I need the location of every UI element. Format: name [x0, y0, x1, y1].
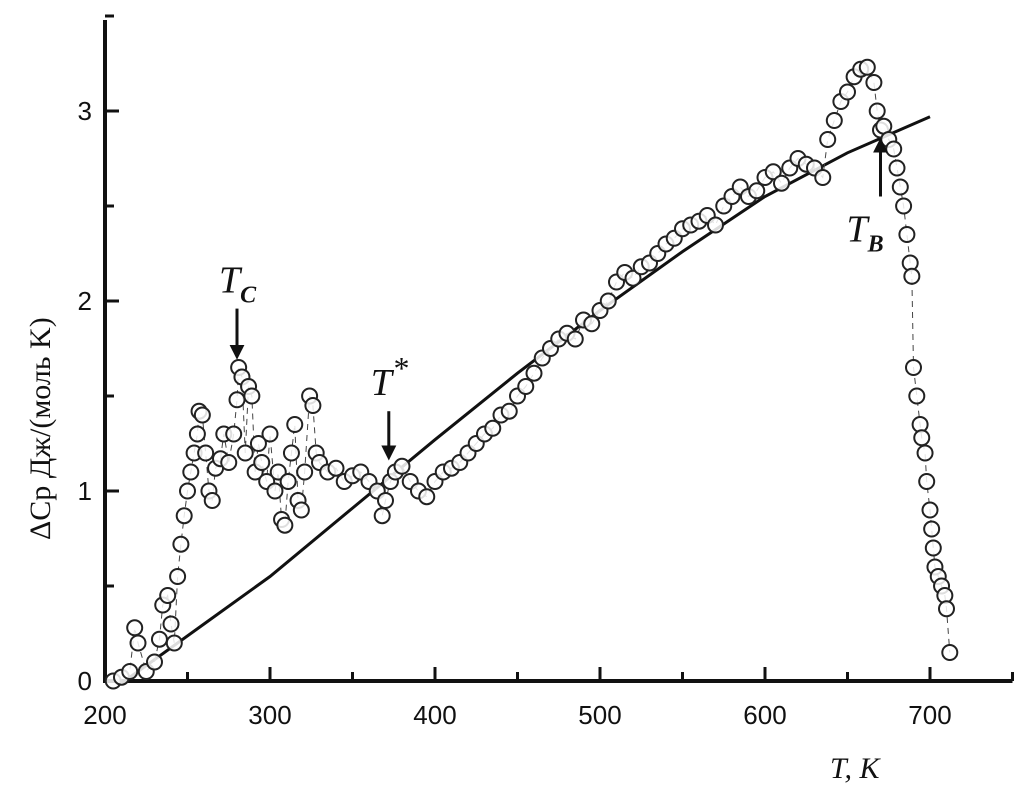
data-point — [517, 378, 535, 395]
axes: 200 300 400 500 600 700 0 1 2 3 — [78, 14, 1014, 730]
data-point — [566, 330, 584, 348]
data-point — [266, 482, 284, 500]
data-point — [918, 473, 936, 490]
data-point — [228, 391, 246, 409]
data-point — [500, 402, 518, 420]
annotation-label: TB — [847, 209, 884, 258]
data-point — [327, 459, 345, 477]
data-point — [276, 516, 294, 534]
data-point — [373, 507, 391, 525]
annotation-label: TC — [219, 260, 257, 309]
data-point — [814, 169, 832, 186]
data-point — [172, 535, 190, 553]
data-point — [924, 539, 942, 557]
data-point — [121, 663, 139, 680]
data-point — [885, 140, 903, 158]
data-point — [923, 520, 941, 538]
data-point — [393, 457, 411, 475]
y-axis-label: ΔCp Дж/(моль K) — [24, 317, 57, 540]
data-point — [220, 454, 238, 471]
data-point — [583, 315, 601, 333]
data-point — [179, 482, 196, 500]
data-point — [286, 416, 304, 433]
data-point — [941, 644, 959, 661]
data-point — [707, 216, 724, 234]
data-point — [819, 131, 837, 148]
data-point — [418, 488, 436, 506]
data-point — [624, 269, 642, 287]
data-point — [175, 507, 193, 525]
data-point — [748, 182, 766, 200]
data-point — [599, 292, 617, 310]
data-point — [764, 163, 782, 181]
data-point — [888, 159, 906, 177]
y-tick-label: 2 — [78, 286, 92, 316]
data-point — [150, 630, 168, 648]
annotation-label: T* — [371, 350, 408, 404]
data-point — [921, 501, 939, 519]
data-point — [188, 425, 206, 443]
data-point — [146, 653, 163, 671]
data-point — [261, 425, 279, 443]
data-point — [253, 454, 271, 471]
data-point — [908, 387, 926, 405]
y-tick-label: 3 — [78, 96, 92, 126]
data-point — [129, 634, 147, 652]
data-point — [225, 425, 243, 443]
data-point — [773, 174, 790, 192]
data-point — [895, 197, 913, 215]
x-tick-label: 500 — [578, 700, 621, 730]
x-tick-label: 200 — [83, 700, 126, 730]
data-point — [159, 587, 177, 604]
data-point — [825, 112, 843, 129]
data-point — [377, 492, 394, 509]
annotation-superscript: * — [392, 350, 408, 386]
y-tick-label: 1 — [78, 476, 92, 506]
data-point — [484, 419, 502, 437]
data-point — [903, 267, 921, 285]
x-tick-label: 400 — [413, 700, 456, 730]
x-axis-label: T, K — [830, 752, 881, 785]
data-point — [891, 178, 909, 196]
data-point — [165, 634, 183, 652]
y-tick-label: 0 — [78, 666, 92, 696]
data-point — [865, 74, 883, 91]
data-points — [104, 58, 959, 690]
annotation-subscript: C — [240, 283, 257, 309]
data-point — [905, 359, 922, 376]
data-point — [169, 568, 187, 585]
data-point — [279, 473, 297, 490]
data-point — [249, 435, 267, 452]
data-point — [236, 444, 254, 462]
data-point — [292, 501, 310, 519]
data-point — [203, 492, 221, 509]
data-point — [296, 463, 314, 481]
annotation-subscript: B — [867, 232, 884, 258]
data-point — [868, 102, 886, 120]
x-tick-label: 700 — [908, 700, 951, 730]
x-tick-label: 300 — [248, 700, 291, 730]
data-point — [898, 226, 916, 243]
data-point — [913, 429, 931, 447]
data-point — [858, 58, 876, 76]
data-point — [839, 83, 856, 101]
data-point — [182, 463, 200, 481]
data-point — [938, 600, 955, 618]
data-point — [282, 444, 300, 462]
data-point — [525, 364, 543, 382]
data-point — [162, 615, 180, 633]
x-tick-label: 600 — [743, 700, 786, 730]
data-point — [197, 444, 215, 462]
data-point — [193, 406, 211, 424]
data-point — [243, 387, 261, 405]
data-point — [304, 397, 322, 414]
data-point — [916, 444, 934, 462]
data-point — [126, 619, 144, 637]
